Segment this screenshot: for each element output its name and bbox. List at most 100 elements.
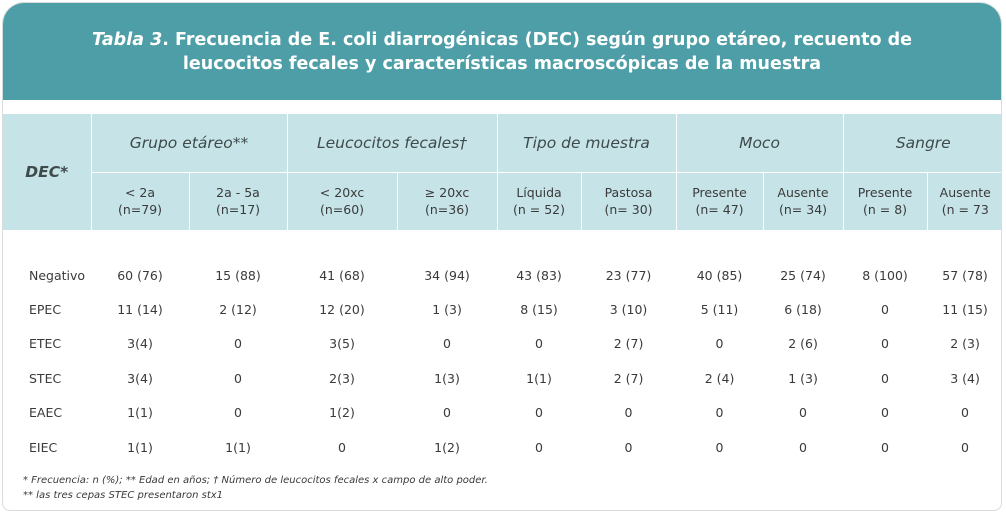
table-row: Negativo 60 (76) 15 (88) 41 (68) 34 (94) 43 (… [3,230,1001,292]
table-cell: 1 (3) [788,370,818,386]
table-cell: 0 [881,370,889,386]
group-header: Tipo de muestra [497,114,677,172]
table-cell: 8 (100) [862,267,908,283]
row-label: Negativo [29,267,86,283]
data-table: DEC* Grupo etáreo** Leucocitos fecales† … [3,114,1001,465]
sub-header-label: Ausente [777,185,829,201]
table-cell: 15 (88) [215,267,261,283]
table-cell: 34 (94) [424,267,470,283]
table-cell: 1(1) [526,370,552,386]
row-label: EIEC [29,439,58,455]
table-cell: 0 [881,336,889,352]
sub-header: Presente (n = 8) [843,171,928,230]
table-cell: 0 [535,405,543,421]
table-row: EAEC 1(1) 0 1(2) 0 0 0 0 0 0 0 [3,396,1001,431]
title-lead: Tabla 3 [92,29,163,50]
sub-header: Ausente (n = 73 [927,171,1001,230]
sub-header: < 20xc (n=60) [287,171,398,230]
footnotes: * Frecuencia: n (%); ** Edad en años; † … [3,465,1001,503]
group-header: Sangre [843,114,1001,172]
table-cell: 25 (74) [780,267,826,283]
table-cell: 2 (4) [704,370,735,386]
table-cell: 3(5) [329,336,355,352]
table-cell: 0 [234,405,242,421]
table-cell: 1(2) [434,439,460,455]
table-cell: 0 [881,301,889,317]
table-cell: 0 [443,405,451,421]
table-cell: 2 (12) [219,301,257,317]
table-cell: 2 (7) [613,370,644,386]
row-label: ETEC [29,336,62,352]
sub-header: ≥ 20xc (n=36) [397,171,498,230]
sub-header-n: (n=17) [215,202,261,218]
table-cell: 41 (68) [319,267,365,283]
sub-header-n: (n=36) [424,202,470,218]
table-cell: 1(1) [127,405,153,421]
group-header: Moco [676,114,844,172]
sub-header: Pastosa (n= 30) [581,171,677,230]
table-cell: 0 [715,405,724,421]
sub-header: Líquida (n = 52) [497,171,582,230]
table-title: Tabla 3. Frecuencia de E. coli diarrogén… [3,3,1001,100]
sub-header-n: (n = 73 [941,202,989,218]
table-cell: 3(4) [127,336,153,352]
table-cell: 0 [624,439,633,455]
table-cell: 11 (15) [942,301,988,317]
table-cell: 0 [535,439,543,455]
group-header: Grupo etáreo** [91,114,288,172]
sub-header-n: (n = 52) [513,202,566,218]
table-cell: 1(2) [329,405,355,421]
table-cell: 60 (76) [117,267,163,283]
table-cell: 0 [961,405,969,421]
table-cell: 0 [799,439,807,455]
sub-header-label: Presente [692,185,747,201]
title-text: . Frecuencia de E. coli diarrogénicas (D… [162,29,912,50]
table-row: EIEC 1(1) 1(1) 0 1(2) 0 0 0 0 0 0 [3,430,1001,465]
table-cell: 2 (6) [788,336,818,352]
sub-header-n: (n= 30) [604,202,653,218]
sub-header-n: (n= 47) [695,202,744,218]
corner-header: DEC* [3,114,92,230]
sub-header-label: Líquida [516,185,562,201]
table-cell: 0 [443,336,451,352]
table-cell: 1(1) [225,439,251,455]
table-cell: 57 (78) [942,267,988,283]
table-cell: 0 [715,439,724,455]
table-row: EPEC 11 (14) 2 (12) 12 (20) 1 (3) 8 (15) 3 (10… [3,292,1001,327]
table-cell: 5 (11) [700,301,739,317]
table-cell: 12 (20) [319,301,365,317]
table-cell: 0 [234,370,242,386]
group-header-row: DEC* Grupo etáreo** Leucocitos fecales† … [3,114,1001,230]
sub-header-label: Pastosa [604,185,653,201]
footnote: * Frecuencia: n (%); ** Edad en años; † … [23,474,488,486]
table-cell: 3 (10) [609,301,648,317]
row-label: EPEC [29,301,62,317]
table-body: Negativo 60 (76) 15 (88) 41 (68) 34 (94) 43 (… [3,230,1001,465]
table-cell: 0 [338,439,346,455]
sub-header-label: Ausente [939,185,991,201]
sub-header-label: Presente [857,185,913,201]
table-cell: 8 (15) [520,301,558,317]
table-cell: 0 [715,336,724,352]
table-cell: 0 [535,336,543,352]
group-header: Leucocitos fecales† [287,114,498,172]
table-row: ETEC 3(4) 0 3(5) 0 0 2 (7) 0 2 (6) 0 2 (3) [3,327,1001,362]
title-line2: leucocitos fecales y características mac… [182,53,822,74]
table-cell: 40 (85) [696,267,743,283]
row-label: EAEC [29,405,63,421]
table-cell: 2(3) [329,370,355,386]
table-cell: 0 [624,405,633,421]
table-cell: 3 (4) [950,370,980,386]
table-cell: 23 (77) [605,267,652,283]
sub-header-label: 2a - 5a [216,185,260,201]
sub-header-label: < 2a [124,185,156,201]
table-cell: 0 [799,405,807,421]
sub-header: 2a - 5a (n=17) [189,171,288,230]
table-cell: 1 (3) [432,301,462,317]
sub-header: < 2a (n=79) [91,171,190,230]
table-cell: 1(1) [127,439,153,455]
table-cell: 1(3) [434,370,460,386]
sub-header-label: < 20xc [319,185,365,201]
table-cell: 2 (3) [950,336,980,352]
